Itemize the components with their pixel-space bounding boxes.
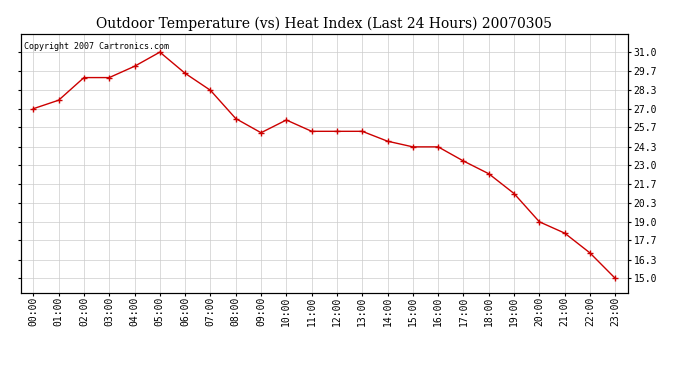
Title: Outdoor Temperature (vs) Heat Index (Last 24 Hours) 20070305: Outdoor Temperature (vs) Heat Index (Las…: [97, 17, 552, 31]
Text: Copyright 2007 Cartronics.com: Copyright 2007 Cartronics.com: [23, 42, 169, 51]
